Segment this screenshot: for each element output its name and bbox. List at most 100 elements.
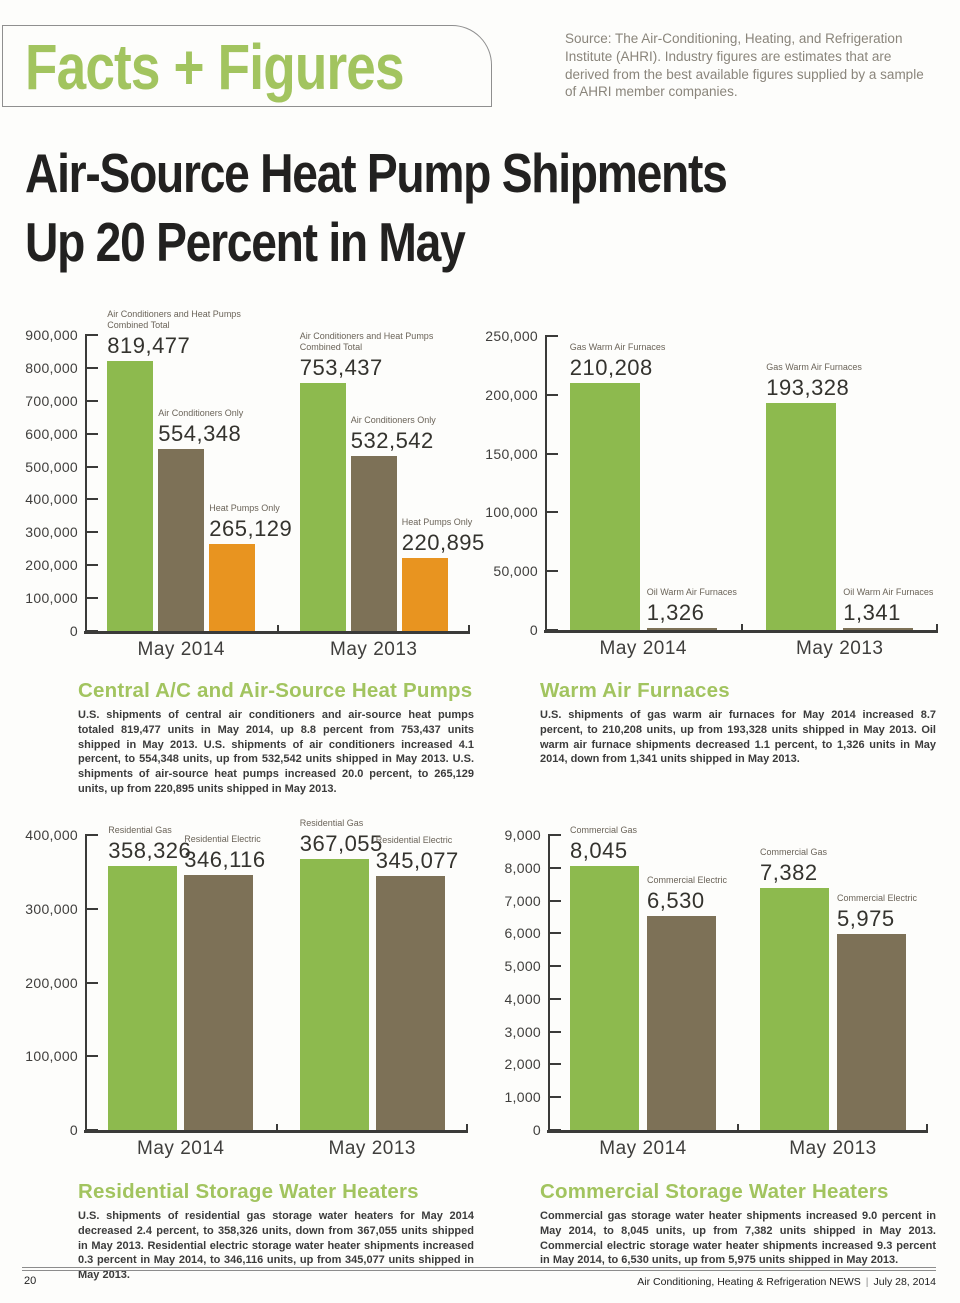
x-axis [544,630,938,633]
bar-series-label: Heat Pumps Only [401,517,473,527]
y-tick-label: 6,000 [504,925,541,942]
y-axis-tick [85,597,98,600]
x-axis-group-divider-tick [740,624,743,631]
bar-value-label: 1,341 [843,600,901,625]
plot-area: Residential Gas 358,326 Residential Electr… [85,818,468,1130]
y-axis-tick [85,498,98,501]
y-tick-label: 50,000 [493,563,538,580]
section-body: Commercial gas storage water heater ship… [540,1210,936,1267]
y-tick-label: 700,000 [25,392,78,409]
facts-figures-banner: Facts + Figures [2,25,492,107]
section-body: U.S. shipments of gas warm air furnaces … [540,709,936,766]
bar-series-label: Commercial Electric [647,875,728,885]
bar-value-label: 8,045 [570,838,628,863]
bar-value-label: 220,895 [401,530,485,555]
bar-brown: Residential Electric 345,077 [375,835,458,1130]
section-warm-air-furnaces: Warm Air Furnaces U.S. shipments of gas … [540,679,936,767]
chart-central-ac-and-heat-pumps: 900,000 800,000 700,000 600,000 500,000 400,0… [25,309,484,671]
y-axis [548,835,550,1130]
bar-brown: Air Conditioners Only 554,348 [158,408,243,631]
y-axis-tick [548,997,561,1000]
y-tick-label: 500,000 [25,458,78,475]
y-axis-tick [85,432,98,435]
page-number: 20 [24,1275,37,1287]
bar-series-label: Gas Warm Air Furnaces [766,362,862,372]
article-headline: Air-Source Heat Pump Shipments Up 20 Per… [25,139,728,277]
bar-callout: Commercial Electric 6,530 [647,875,727,912]
bar-value-label: 1,326 [646,600,705,625]
bar-series-label: Residential Gas [108,825,172,835]
bar-value-label: 532,542 [350,428,434,453]
bar-value-label: 367,055 [299,831,383,856]
y-tick-label: 200,000 [25,974,78,991]
y-axis-tick [548,1063,561,1066]
bar-group: Air Conditioners and Heat Pumps Combined… [85,309,292,631]
y-tick-label: 100,000 [25,1048,78,1065]
bar-group: Gas Warm Air Furnaces 193,328 Oil Warm Air… [742,336,939,630]
x-axis-end-tick [936,624,938,631]
bar-series-label: Oil Warm Air Furnaces [843,587,934,597]
y-tick-label: 9,000 [504,827,541,843]
footer-separator: | [865,1276,869,1288]
bar-callout: Air Conditioners and Heat Pumps Combined… [107,309,269,357]
y-axis-tick [85,981,98,984]
bar-value-label: 6,530 [647,888,705,913]
bar-series-label: Commercial Gas [570,825,638,835]
bar-green: Air Conditioners and Heat Pumps Combined… [299,331,433,631]
y-axis [85,835,87,1130]
bar-callout: Air Conditioners and Heat Pumps Combined… [300,331,462,379]
section-heading: Commercial Storage Water Heaters [540,1180,889,1203]
bar-callout: Gas Warm Air Furnaces 193,328 [766,362,862,399]
section-central-ac: Central A/C and Air-Source Heat Pumps U.… [78,679,474,797]
y-tick-label: 3,000 [504,1023,541,1040]
y-axis-tick [85,399,98,402]
bar-value-label: 345,077 [375,848,459,873]
bar-callout: Air Conditioners Only 532,542 [351,415,436,452]
bar-green: Commercial Gas 8,045 [570,825,639,1130]
bar-series-label: Commercial Gas [760,847,828,857]
x-category-label: May 2013 [330,639,418,660]
x-axis-group-divider-tick [276,625,279,632]
bar-group: Commercial Gas 8,045 Commercial Electric 6,… [548,825,738,1130]
bar-callout: Commercial Gas 8,045 [570,825,637,862]
y-tick-label: 400,000 [25,827,78,843]
y-axis-tick [545,393,558,396]
bar-value-label: 753,437 [299,355,383,380]
source-note: Source: The Air-Conditioning, Heating, a… [565,31,924,100]
y-axis-tick [85,531,98,534]
bar-series-label: Oil Warm Air Furnaces [646,587,737,597]
x-axis-labels: May 2014 May 2013 [85,1138,468,1160]
bar-green: Air Conditioners and Heat Pumps Combined… [107,309,241,631]
y-axis-tick [545,570,558,573]
bar-value-label: 819,477 [107,333,191,358]
bar-callout: Gas Warm Air Furnaces 210,208 [570,342,666,379]
bar-orange: Heat Pumps Only 265,129 [209,503,292,631]
bar-callout: Heat Pumps Only 265,129 [209,503,292,540]
y-axis-tick [548,1096,561,1099]
footer-rule [22,1267,936,1271]
y-axis-tick [85,834,98,836]
y-tick-label: 1,000 [504,1089,541,1106]
bar-value-label: 346,116 [184,847,266,872]
bar-group: Commercial Gas 7,382 Commercial Electric 5,… [738,835,928,1130]
y-tick-label: 8,000 [504,859,541,876]
x-axis [547,1130,928,1133]
bar-callout: Residential Electric 345,077 [376,835,459,872]
y-axis-tick [85,564,98,567]
section-heading: Residential Storage Water Heaters [78,1180,419,1203]
bar-green: Residential Gas 367,055 [299,818,382,1130]
bar-green: Residential Gas 358,326 [108,825,191,1130]
x-axis-end-tick [926,1124,928,1131]
bar-callout: Residential Gas 367,055 [300,818,383,855]
x-axis-labels: May 2014 May 2013 [85,639,470,661]
bar-value-label: 265,129 [209,516,293,541]
bar-series-label: Residential Electric [375,835,453,845]
y-tick-label: 0 [69,623,78,639]
y-axis-tick [85,465,98,468]
y-axis [545,336,547,630]
x-axis-group-divider-tick [737,1124,739,1131]
bar-value-label: 554,348 [158,421,242,446]
bar-callout: Commercial Gas 7,382 [760,847,827,884]
bar-value-label: 210,208 [569,355,653,380]
y-tick-label: 4,000 [504,990,541,1007]
